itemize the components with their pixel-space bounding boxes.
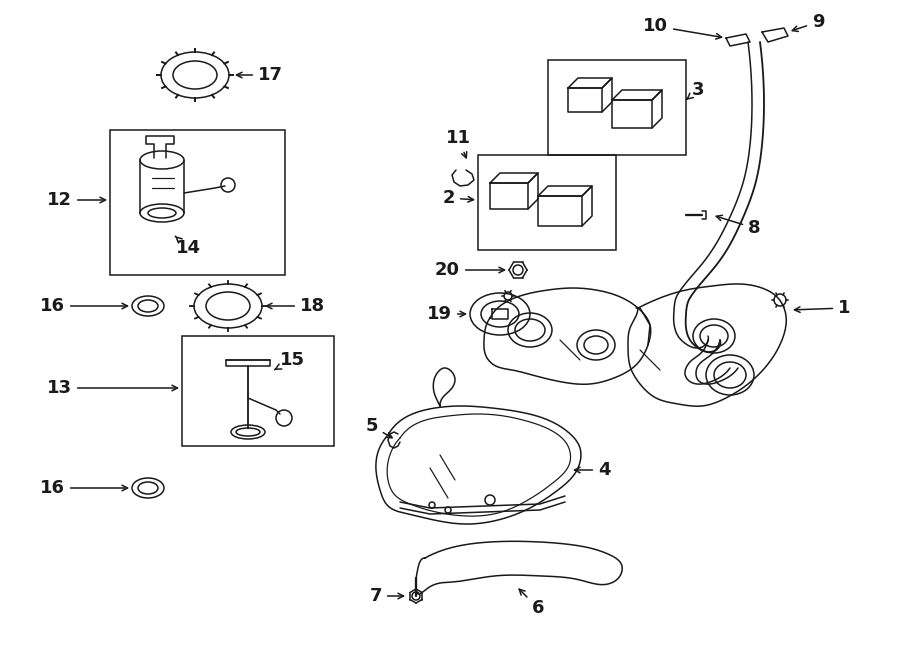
Text: 18: 18	[266, 297, 325, 315]
Text: 13: 13	[47, 379, 177, 397]
Text: 20: 20	[435, 261, 505, 279]
Text: 15: 15	[274, 351, 305, 369]
Text: 10: 10	[643, 17, 722, 39]
Text: 16: 16	[40, 479, 128, 497]
Text: 16: 16	[40, 297, 128, 315]
Bar	[110, 130, 285, 275]
Text: 19: 19	[427, 305, 465, 323]
Text: 11: 11	[446, 129, 471, 158]
Text: 4: 4	[574, 461, 610, 479]
Text: 3: 3	[687, 81, 705, 99]
Text: 7: 7	[370, 587, 403, 605]
Bar	[548, 60, 686, 155]
Text: 5: 5	[365, 417, 392, 438]
Bar	[478, 155, 616, 250]
Text: 1: 1	[795, 299, 850, 317]
Bar	[182, 336, 334, 446]
Text: 8: 8	[716, 215, 760, 237]
Text: 17: 17	[237, 66, 283, 84]
Text: 12: 12	[47, 191, 105, 209]
Text: 14: 14	[176, 236, 201, 257]
Text: 6: 6	[519, 589, 544, 617]
Text: 9: 9	[792, 13, 824, 32]
Text: 2: 2	[443, 189, 473, 207]
